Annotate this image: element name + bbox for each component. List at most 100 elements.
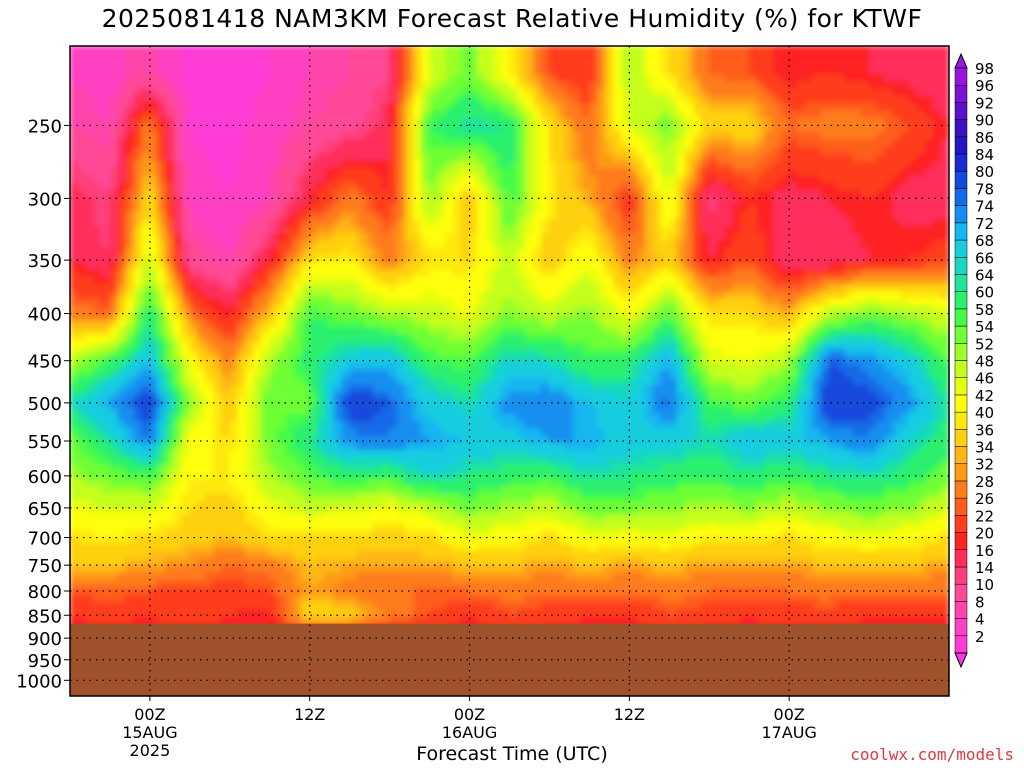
rh-cell bbox=[213, 204, 223, 213]
rh-cell bbox=[197, 399, 207, 408]
rh-cell bbox=[493, 182, 503, 191]
rh-cell bbox=[181, 276, 191, 285]
rh-cell bbox=[117, 551, 127, 560]
rh-cell bbox=[181, 52, 191, 61]
rh-cell bbox=[485, 226, 495, 235]
rh-cell bbox=[437, 392, 447, 401]
rh-cell bbox=[309, 110, 319, 119]
rh-cell bbox=[333, 341, 343, 350]
rh-cell bbox=[413, 428, 423, 437]
rh-cell bbox=[429, 197, 439, 206]
rh-cell bbox=[237, 406, 247, 415]
rh-cell bbox=[109, 175, 119, 184]
rh-cell bbox=[373, 247, 383, 256]
rh-cell bbox=[125, 413, 135, 423]
rh-cell bbox=[341, 356, 351, 365]
rh-cell bbox=[77, 449, 87, 459]
rh-cell bbox=[269, 233, 279, 242]
rh-cell bbox=[477, 269, 487, 278]
rh-cell bbox=[461, 551, 471, 560]
rh-cell bbox=[189, 421, 199, 430]
rh-cell bbox=[413, 168, 423, 177]
rh-cell bbox=[285, 262, 295, 271]
rh-cell bbox=[261, 608, 271, 618]
rh-cell bbox=[245, 514, 255, 524]
rh-cell bbox=[341, 59, 351, 69]
rh-cell bbox=[317, 529, 327, 538]
rh-cell bbox=[93, 413, 103, 423]
rh-cell bbox=[173, 117, 183, 126]
rh-cell bbox=[125, 139, 135, 148]
rh-cell bbox=[357, 175, 367, 184]
rh-cell bbox=[293, 341, 303, 350]
rh-cell bbox=[125, 464, 135, 473]
rh-cell bbox=[197, 341, 207, 350]
rh-cell bbox=[253, 594, 263, 603]
rh-cell bbox=[429, 96, 439, 105]
rh-cell bbox=[453, 464, 463, 473]
rh-cell bbox=[101, 428, 111, 437]
rh-cell bbox=[229, 413, 239, 423]
rh-cell bbox=[365, 579, 375, 589]
rh-cell bbox=[301, 211, 311, 220]
rh-cell bbox=[165, 449, 175, 459]
rh-cell bbox=[469, 175, 479, 184]
rh-cell bbox=[325, 74, 335, 83]
rh-cell bbox=[285, 218, 295, 228]
rh-cell bbox=[261, 616, 271, 625]
rh-cell bbox=[77, 319, 87, 329]
rh-cell bbox=[133, 514, 143, 524]
rh-cell bbox=[405, 493, 415, 502]
rh-cell bbox=[477, 52, 487, 61]
rh-cell bbox=[365, 247, 375, 256]
rh-cell bbox=[325, 457, 335, 466]
rh-cell bbox=[261, 319, 271, 329]
rh-cell bbox=[301, 587, 311, 596]
rh-cell bbox=[141, 363, 151, 372]
rh-cell bbox=[101, 189, 111, 199]
rh-cell bbox=[301, 486, 311, 495]
rh-cell bbox=[373, 153, 383, 163]
rh-cell bbox=[493, 449, 503, 459]
rh-cell bbox=[181, 406, 191, 415]
rh-cell bbox=[325, 283, 335, 293]
rh-cell bbox=[333, 161, 343, 170]
rh-cell bbox=[157, 514, 167, 524]
rh-cell bbox=[277, 413, 287, 423]
rh-cell bbox=[93, 291, 103, 300]
rh-cell bbox=[197, 146, 207, 155]
rh-cell bbox=[109, 204, 119, 213]
rh-cell bbox=[213, 161, 223, 170]
rh-cell bbox=[333, 59, 343, 69]
rh-cell bbox=[261, 514, 271, 524]
rh-cell bbox=[253, 457, 263, 466]
rh-cell bbox=[253, 327, 263, 336]
rh-cell bbox=[485, 493, 495, 502]
rh-cell bbox=[205, 81, 215, 90]
rh-cell bbox=[445, 406, 455, 415]
rh-cell bbox=[165, 363, 175, 372]
rh-cell bbox=[133, 110, 143, 119]
rh-cell bbox=[301, 124, 311, 134]
rh-cell bbox=[93, 168, 103, 177]
rh-cell bbox=[493, 442, 503, 451]
rh-cell bbox=[277, 175, 287, 184]
rh-cell bbox=[229, 601, 239, 610]
rh-cell bbox=[197, 46, 207, 54]
rh-cell bbox=[149, 536, 159, 545]
rh-cell bbox=[205, 298, 215, 307]
rh-cell bbox=[325, 254, 335, 264]
rh-cell bbox=[189, 161, 199, 170]
rh-cell bbox=[333, 514, 343, 524]
rh-cell bbox=[117, 442, 127, 451]
rh-cell bbox=[461, 298, 471, 307]
rh-cell bbox=[325, 471, 335, 480]
rh-cell bbox=[245, 601, 255, 610]
rh-cell bbox=[213, 103, 223, 112]
rh-cell bbox=[117, 161, 127, 170]
rh-cell bbox=[117, 486, 127, 495]
rh-cell bbox=[117, 616, 127, 625]
rh-cell bbox=[381, 384, 391, 394]
rh-cell bbox=[461, 363, 471, 372]
rh-cell bbox=[501, 558, 510, 567]
